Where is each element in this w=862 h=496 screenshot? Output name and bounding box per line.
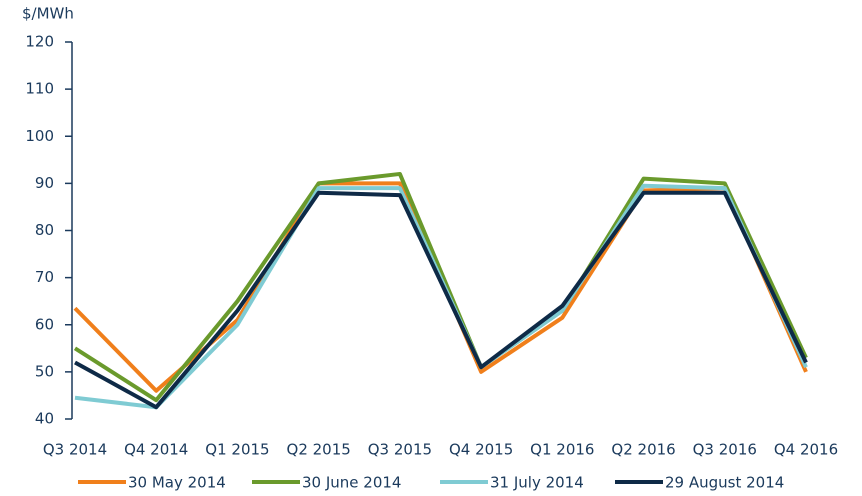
y-tick-label: 50	[35, 362, 54, 380]
x-tick-label: Q3 2016	[693, 441, 757, 459]
x-tick-label: Q4 2016	[774, 441, 838, 459]
legend-label: 31 July 2014	[490, 474, 584, 492]
x-tick-label: Q2 2016	[611, 441, 675, 459]
x-tick-label: Q4 2014	[124, 441, 188, 459]
x-tick-label: Q1 2015	[205, 441, 269, 459]
series-line	[73, 171, 808, 403]
y-tick-label: 120	[25, 33, 54, 51]
y-tick-label: 100	[25, 127, 54, 145]
series-line	[73, 181, 808, 393]
x-tick-label: Q4 2015	[449, 441, 513, 459]
legend-label: 30 June 2014	[302, 474, 401, 492]
y-tick-label: 70	[35, 268, 54, 286]
legend-label: 29 August 2014	[665, 474, 784, 492]
y-axis-label: $/MWh	[22, 5, 74, 23]
legend-label: 30 May 2014	[128, 474, 226, 492]
y-tick-label: 60	[35, 315, 54, 333]
x-tick-label: Q3 2014	[43, 441, 107, 459]
y-tick-label: 80	[35, 221, 54, 239]
y-tick-label: 110	[25, 80, 54, 98]
y-tick-label: 40	[35, 410, 54, 428]
x-tick-label: Q1 2016	[530, 441, 594, 459]
y-tick-label: 90	[35, 174, 54, 192]
series-line	[74, 190, 808, 410]
x-tick-label: Q2 2015	[287, 441, 351, 459]
x-tick-label: Q3 2015	[368, 441, 432, 459]
